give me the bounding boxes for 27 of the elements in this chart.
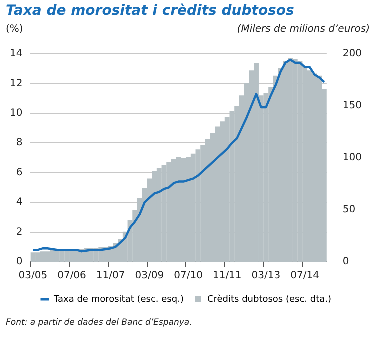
y-tick-label: 10 bbox=[10, 108, 23, 120]
text: Font: a partir de dades del Banc d’Espanya. bbox=[6, 318, 192, 328]
y-tick-label: 6 bbox=[16, 167, 23, 178]
y-tick-label: 12 bbox=[10, 78, 23, 90]
y2-axis-title: (Milers de milions d’euros) bbox=[237, 24, 370, 35]
legend-label: Crèdits dubtosos (esc. dta.) bbox=[207, 294, 332, 305]
chart-title: Taxa de morositat i crèdits dubtosos bbox=[6, 3, 294, 19]
legend-label: Taxa de morositat (esc. esq.) bbox=[52, 294, 184, 305]
y-tick-label: 2 bbox=[16, 226, 23, 238]
x-tick-label: 11/07 bbox=[96, 270, 126, 282]
y2-tick-label: 50 bbox=[342, 204, 356, 216]
x-tick-label: 03/09 bbox=[135, 270, 164, 282]
y2-tick-label: 150 bbox=[342, 100, 362, 112]
y-tick-label: 8 bbox=[16, 138, 23, 149]
x-tick-label: 07/14 bbox=[290, 270, 320, 282]
x-tick-label: 07/10 bbox=[174, 270, 203, 282]
y-tick-label: 14 bbox=[10, 48, 23, 60]
x-tick-label: 03/05 bbox=[18, 270, 48, 282]
x-tick-label: 07/06 bbox=[58, 270, 86, 282]
y2-tick-label: 200 bbox=[342, 48, 362, 60]
x-tick-label: 03/13 bbox=[252, 270, 281, 282]
y-tick-label: 4 bbox=[16, 197, 23, 208]
y-axis-title: (%) bbox=[6, 24, 24, 35]
y-tick-label: 0 bbox=[16, 256, 23, 268]
y2-tick-label: 100 bbox=[342, 152, 362, 164]
y2-tick-label: 0 bbox=[342, 256, 350, 268]
x-tick-label: 11/11 bbox=[212, 270, 242, 282]
